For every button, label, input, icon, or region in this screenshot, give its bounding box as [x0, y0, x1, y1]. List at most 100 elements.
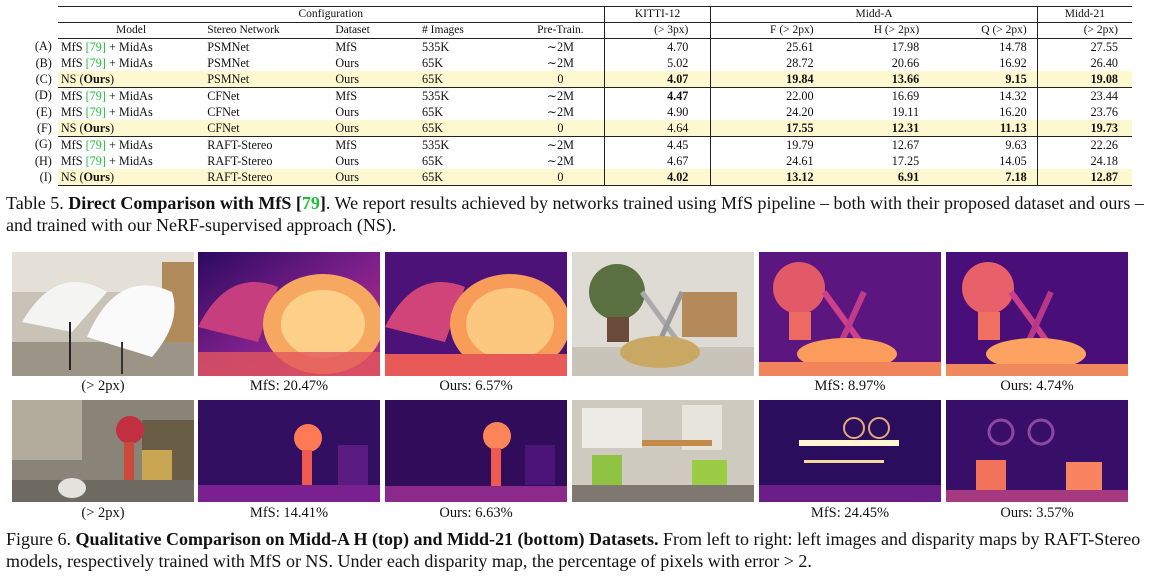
sub-label: MfS: 20.47%	[249, 378, 329, 394]
cell-m21: 26.40	[1036, 55, 1132, 71]
table-column-header: Model Stereo Network Dataset # Images Pr…	[12, 22, 1132, 39]
model-cell: MfS [79] + MidAs	[58, 55, 204, 71]
cell-h: 20.66	[891, 55, 920, 70]
citation-link[interactable]: [79]	[85, 88, 106, 103]
cell-m21: 24.18	[1036, 153, 1132, 169]
cell-h: 12.31	[823, 120, 932, 137]
row-label: (H)	[34, 153, 52, 168]
sub-label: (> 2px)	[81, 505, 125, 521]
sub-label: (> 2px)	[81, 378, 125, 394]
row-label: (E)	[36, 104, 52, 119]
ours-label: Ours	[83, 120, 110, 135]
cell-q: 16.92	[999, 55, 1027, 70]
cell-f: 17.55	[710, 120, 824, 137]
model-suffix: )	[109, 169, 115, 184]
table-row: (D) MfS [79] + MidAs CFNet MfS 535K ∼2M 4.47 22…	[12, 87, 1132, 104]
cell-pre: ∼2M	[546, 153, 574, 168]
cell-h: 19.11	[892, 104, 920, 119]
cell-net: CFNet	[204, 87, 333, 104]
cell-q: 16.20	[999, 104, 1027, 119]
cell-kitti: 5.02	[603, 55, 711, 71]
cell-pre: ∼2M	[517, 87, 605, 104]
citation-link[interactable]: [79]	[85, 39, 106, 54]
cell-pre: ∼2M	[546, 39, 574, 54]
table-body: (A) MfS [79] + MidAs PSMNet MfS 535K ∼2M 4.70 2…	[12, 38, 1132, 186]
results-table: Configuration KITTI-12 Midd-A Midd-21 Mo…	[12, 6, 1132, 186]
model-suffix: )	[109, 120, 115, 135]
cell-m21: 23.44	[1036, 87, 1132, 104]
cell-m21: 19.73	[1036, 120, 1132, 137]
caption-body: . We report results achieved by networks…	[6, 193, 1144, 235]
midda-header: Midd-A	[710, 6, 1038, 23]
cell-img: 65K	[419, 71, 518, 88]
cell-img: 535K	[422, 39, 450, 54]
model-suffix: + MidAs	[105, 137, 153, 152]
model-name: MfS	[60, 88, 83, 103]
cell-h: 17.25	[891, 153, 920, 168]
cell-img: 65K	[419, 120, 518, 137]
cell-ds: Ours	[335, 104, 360, 119]
cell-ds: Ours	[332, 169, 420, 186]
table-row: (I) NS (Ours) RAFT-Stereo Ours 65K 0 4.02 13.12…	[12, 169, 1132, 186]
cell-q: 14.32	[931, 87, 1038, 104]
col-kitti: (> 3px)	[603, 22, 711, 39]
sub-label: MfS: 24.45%	[810, 505, 890, 521]
row-label: (I)	[39, 169, 52, 184]
model-cell: MfS [79] + MidAs	[58, 104, 204, 120]
model-suffix: + MidAs	[105, 104, 153, 119]
cell-net: RAFT-Stereo	[204, 136, 333, 153]
caption-prefix: Table 5.	[6, 193, 69, 213]
cell-q: 9.15	[931, 71, 1038, 88]
caption-title: Qualitative Comparison on Midd-A H (top)…	[75, 529, 659, 549]
plant-disparity-mfs	[759, 252, 941, 376]
plant-photo	[572, 252, 754, 376]
cell-m21: 12.87	[1036, 169, 1132, 186]
midd21-header: Midd-21	[1036, 6, 1132, 23]
cell-f: 25.61	[710, 38, 824, 55]
model-cell: MfS [79] + MidAs	[58, 39, 204, 56]
sub-label: Ours: 6.63%	[439, 505, 513, 521]
sub-label: Ours: 4.74%	[1000, 378, 1074, 394]
caption-ref-link[interactable]: 79	[301, 193, 320, 213]
cell-h: 6.91	[823, 169, 932, 186]
table-row: (H) MfS [79] + MidAs RAFT-Stereo Ours 65K ∼2M…	[12, 153, 1132, 169]
config-header: Configuration	[57, 6, 605, 23]
cell-img: 535K	[419, 87, 518, 104]
cell-kitti: 4.45	[603, 136, 711, 153]
cell-net: CFNet	[207, 104, 240, 119]
model-cell: NS (Ours)	[57, 169, 205, 186]
cell-kitti: 4.70	[603, 38, 711, 55]
cell-net: CFNet	[204, 120, 333, 137]
cell-ds: Ours	[332, 120, 420, 137]
cell-kitti: 4.64	[603, 120, 711, 137]
caption-title: Direct Comparison with MfS [	[68, 193, 302, 213]
table-row: (A) MfS [79] + MidAs PSMNet MfS 535K ∼2M 4.70 2…	[12, 38, 1132, 56]
caption-title-end: ]	[319, 193, 326, 213]
model-name: MfS	[60, 55, 83, 70]
model-suffix: + MidAs	[105, 88, 153, 103]
cell-ds: MfS	[332, 136, 420, 153]
cell-pre: ∼2M	[517, 136, 605, 153]
cell-m21: 27.55	[1036, 38, 1132, 55]
model-name: MfS	[60, 104, 83, 119]
row-label: (G)	[34, 137, 52, 152]
cell-net: RAFT-Stereo	[207, 153, 273, 168]
model-suffix: + MidAs	[105, 55, 153, 70]
cell-pre: 0	[517, 71, 605, 88]
table-group-header: Configuration KITTI-12 Midd-A Midd-21	[12, 6, 1132, 23]
umbrella-disparity-ours	[385, 252, 567, 376]
row-label: (D)	[34, 88, 52, 103]
citation-link[interactable]: [79]	[85, 104, 106, 119]
sub-label: Ours: 3.57%	[1000, 505, 1074, 521]
citation-link[interactable]: [79]	[85, 153, 106, 168]
cell-img: 65K	[422, 153, 444, 168]
model-cell: MfS [79] + MidAs	[57, 87, 205, 104]
citation-link[interactable]: [79]	[85, 137, 106, 152]
flower-disparity-ours	[385, 400, 567, 502]
citation-link[interactable]: [79]	[85, 55, 106, 70]
cell-kitti: 4.47	[603, 87, 711, 104]
row-label: (F)	[36, 120, 52, 135]
model-cell: MfS [79] + MidAs	[57, 136, 205, 153]
plant-disparity-ours	[946, 252, 1128, 376]
cell-q: 14.05	[999, 153, 1027, 168]
